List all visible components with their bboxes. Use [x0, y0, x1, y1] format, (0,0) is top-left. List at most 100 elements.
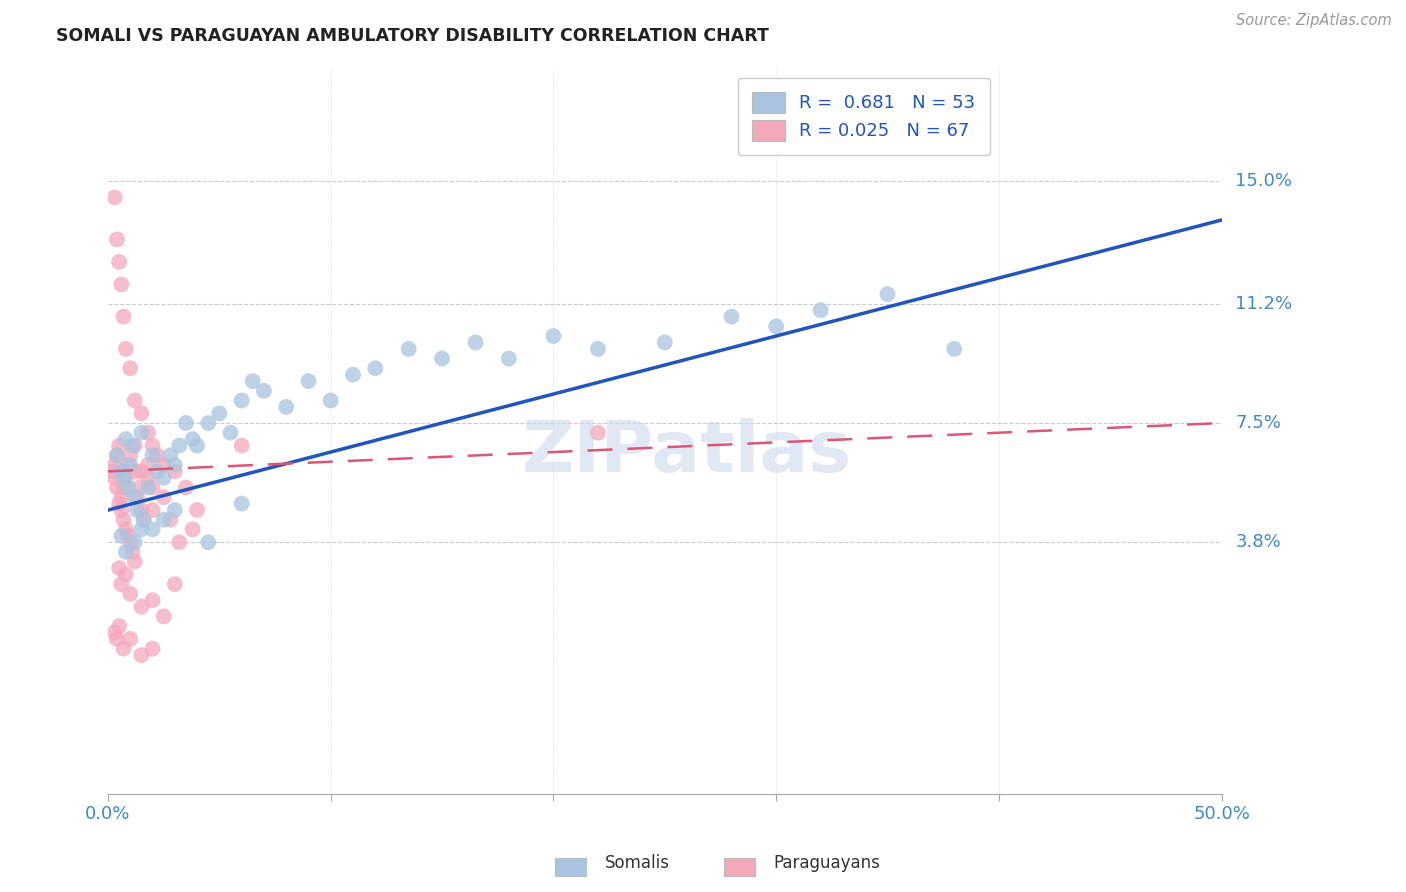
Point	[174, 481, 197, 495]
Point	[108, 497, 131, 511]
Point	[136, 458, 159, 472]
Point	[124, 535, 146, 549]
Text: 11.2%: 11.2%	[1236, 294, 1292, 313]
Point	[104, 190, 127, 204]
Point	[141, 439, 163, 453]
Point	[120, 587, 142, 601]
Point	[430, 351, 453, 366]
Point	[124, 490, 146, 504]
Point	[110, 490, 132, 504]
Text: ZIPatlas: ZIPatlas	[522, 418, 852, 487]
Point	[219, 425, 242, 440]
Point	[114, 522, 136, 536]
Point	[110, 503, 132, 517]
Point	[167, 439, 190, 453]
Point	[105, 448, 128, 462]
Point	[943, 342, 966, 356]
Point	[141, 522, 163, 536]
Point	[114, 471, 136, 485]
Point	[152, 490, 174, 504]
Point	[174, 416, 197, 430]
Point	[108, 255, 131, 269]
Point	[131, 648, 153, 662]
Point	[105, 232, 128, 246]
Point	[876, 287, 898, 301]
Point	[141, 641, 163, 656]
Text: 3.8%: 3.8%	[1236, 533, 1281, 551]
Point	[159, 513, 181, 527]
Point	[124, 393, 146, 408]
Point	[342, 368, 364, 382]
Point	[132, 513, 155, 527]
Point	[131, 406, 153, 420]
Point	[163, 577, 186, 591]
Text: Source: ZipAtlas.com: Source: ZipAtlas.com	[1236, 13, 1392, 29]
Point	[114, 342, 136, 356]
Point	[242, 374, 264, 388]
Point	[136, 471, 159, 485]
Point	[114, 432, 136, 446]
Point	[105, 481, 128, 495]
Point	[276, 400, 298, 414]
Point	[125, 503, 148, 517]
Point	[120, 535, 142, 549]
Point	[163, 503, 186, 517]
Point	[112, 513, 135, 527]
Point	[132, 513, 155, 527]
Point	[253, 384, 276, 398]
Point	[810, 303, 832, 318]
Point	[121, 545, 143, 559]
Point	[152, 609, 174, 624]
Legend: R =  0.681   N = 53, R = 0.025   N = 67: R = 0.681 N = 53, R = 0.025 N = 67	[738, 78, 990, 155]
Point	[231, 497, 253, 511]
Point	[110, 464, 132, 478]
Point	[136, 425, 159, 440]
Point	[110, 529, 132, 543]
Point	[146, 448, 169, 462]
Point	[120, 361, 142, 376]
Point	[101, 464, 124, 478]
Point	[124, 555, 146, 569]
Point	[141, 593, 163, 607]
Point	[131, 522, 153, 536]
Point	[108, 439, 131, 453]
Point	[120, 632, 142, 646]
Point	[117, 481, 139, 495]
Point	[124, 464, 146, 478]
Point	[120, 448, 142, 462]
Point	[131, 425, 153, 440]
Point	[498, 351, 520, 366]
Point	[104, 625, 127, 640]
Text: Somalis: Somalis	[605, 855, 669, 872]
Text: SOMALI VS PARAGUAYAN AMBULATORY DISABILITY CORRELATION CHART: SOMALI VS PARAGUAYAN AMBULATORY DISABILI…	[56, 27, 769, 45]
Point	[112, 471, 135, 485]
Point	[141, 481, 163, 495]
Point	[125, 490, 148, 504]
Point	[121, 439, 143, 453]
Point	[765, 319, 787, 334]
Point	[108, 561, 131, 575]
Point	[104, 471, 127, 485]
Point	[197, 535, 219, 549]
Point	[105, 448, 128, 462]
Point	[319, 393, 342, 408]
Point	[163, 464, 186, 478]
Point	[124, 439, 146, 453]
Point	[181, 432, 204, 446]
Point	[152, 471, 174, 485]
Point	[398, 342, 420, 356]
Point	[112, 641, 135, 656]
Point	[105, 632, 128, 646]
Point	[110, 277, 132, 292]
Text: 15.0%: 15.0%	[1236, 172, 1292, 190]
Point	[720, 310, 742, 324]
Point	[131, 464, 153, 478]
Point	[586, 425, 609, 440]
Point	[110, 577, 132, 591]
Point	[152, 458, 174, 472]
Point	[197, 416, 219, 430]
Point	[131, 599, 153, 614]
Point	[120, 458, 142, 472]
Point	[186, 503, 208, 517]
Point	[364, 361, 387, 376]
